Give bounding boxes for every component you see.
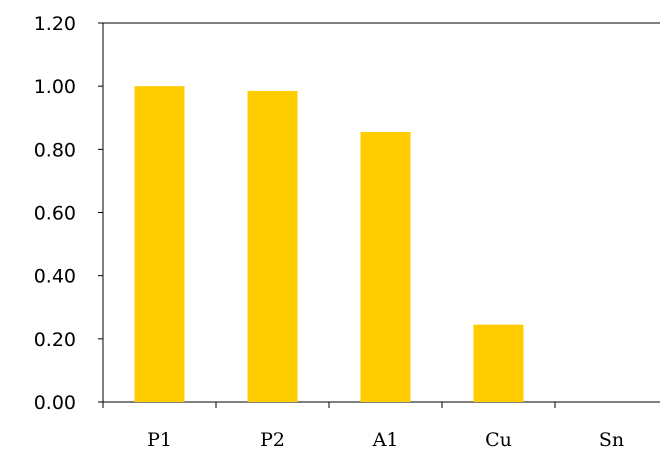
x-tick-label: Sn xyxy=(599,429,624,451)
x-axis: P1 P2 A1 Cu Sn xyxy=(102,401,660,451)
bar-p2 xyxy=(247,90,298,402)
bar-a1 xyxy=(360,131,411,402)
bars xyxy=(134,86,524,403)
y-tick-label: 0.20 xyxy=(34,329,76,351)
y-tick-label: 0.00 xyxy=(34,392,76,414)
y-tick-label: 1.00 xyxy=(34,76,76,98)
y-tick-label: 0.60 xyxy=(34,203,76,225)
y-tick-label: 0.40 xyxy=(34,266,76,288)
bar-p1 xyxy=(134,86,185,403)
x-tick-label: P2 xyxy=(260,429,285,451)
x-tick-label: Cu xyxy=(485,429,512,451)
y-axis: 0.00 0.20 0.40 0.60 0.80 1.00 1.20 xyxy=(34,13,104,414)
y-tick-label: 1.20 xyxy=(34,13,76,35)
x-tick-label: P1 xyxy=(147,429,172,451)
bar-cu xyxy=(473,324,524,402)
x-tick-label: A1 xyxy=(372,429,399,451)
y-tick-label: 0.80 xyxy=(34,139,76,161)
